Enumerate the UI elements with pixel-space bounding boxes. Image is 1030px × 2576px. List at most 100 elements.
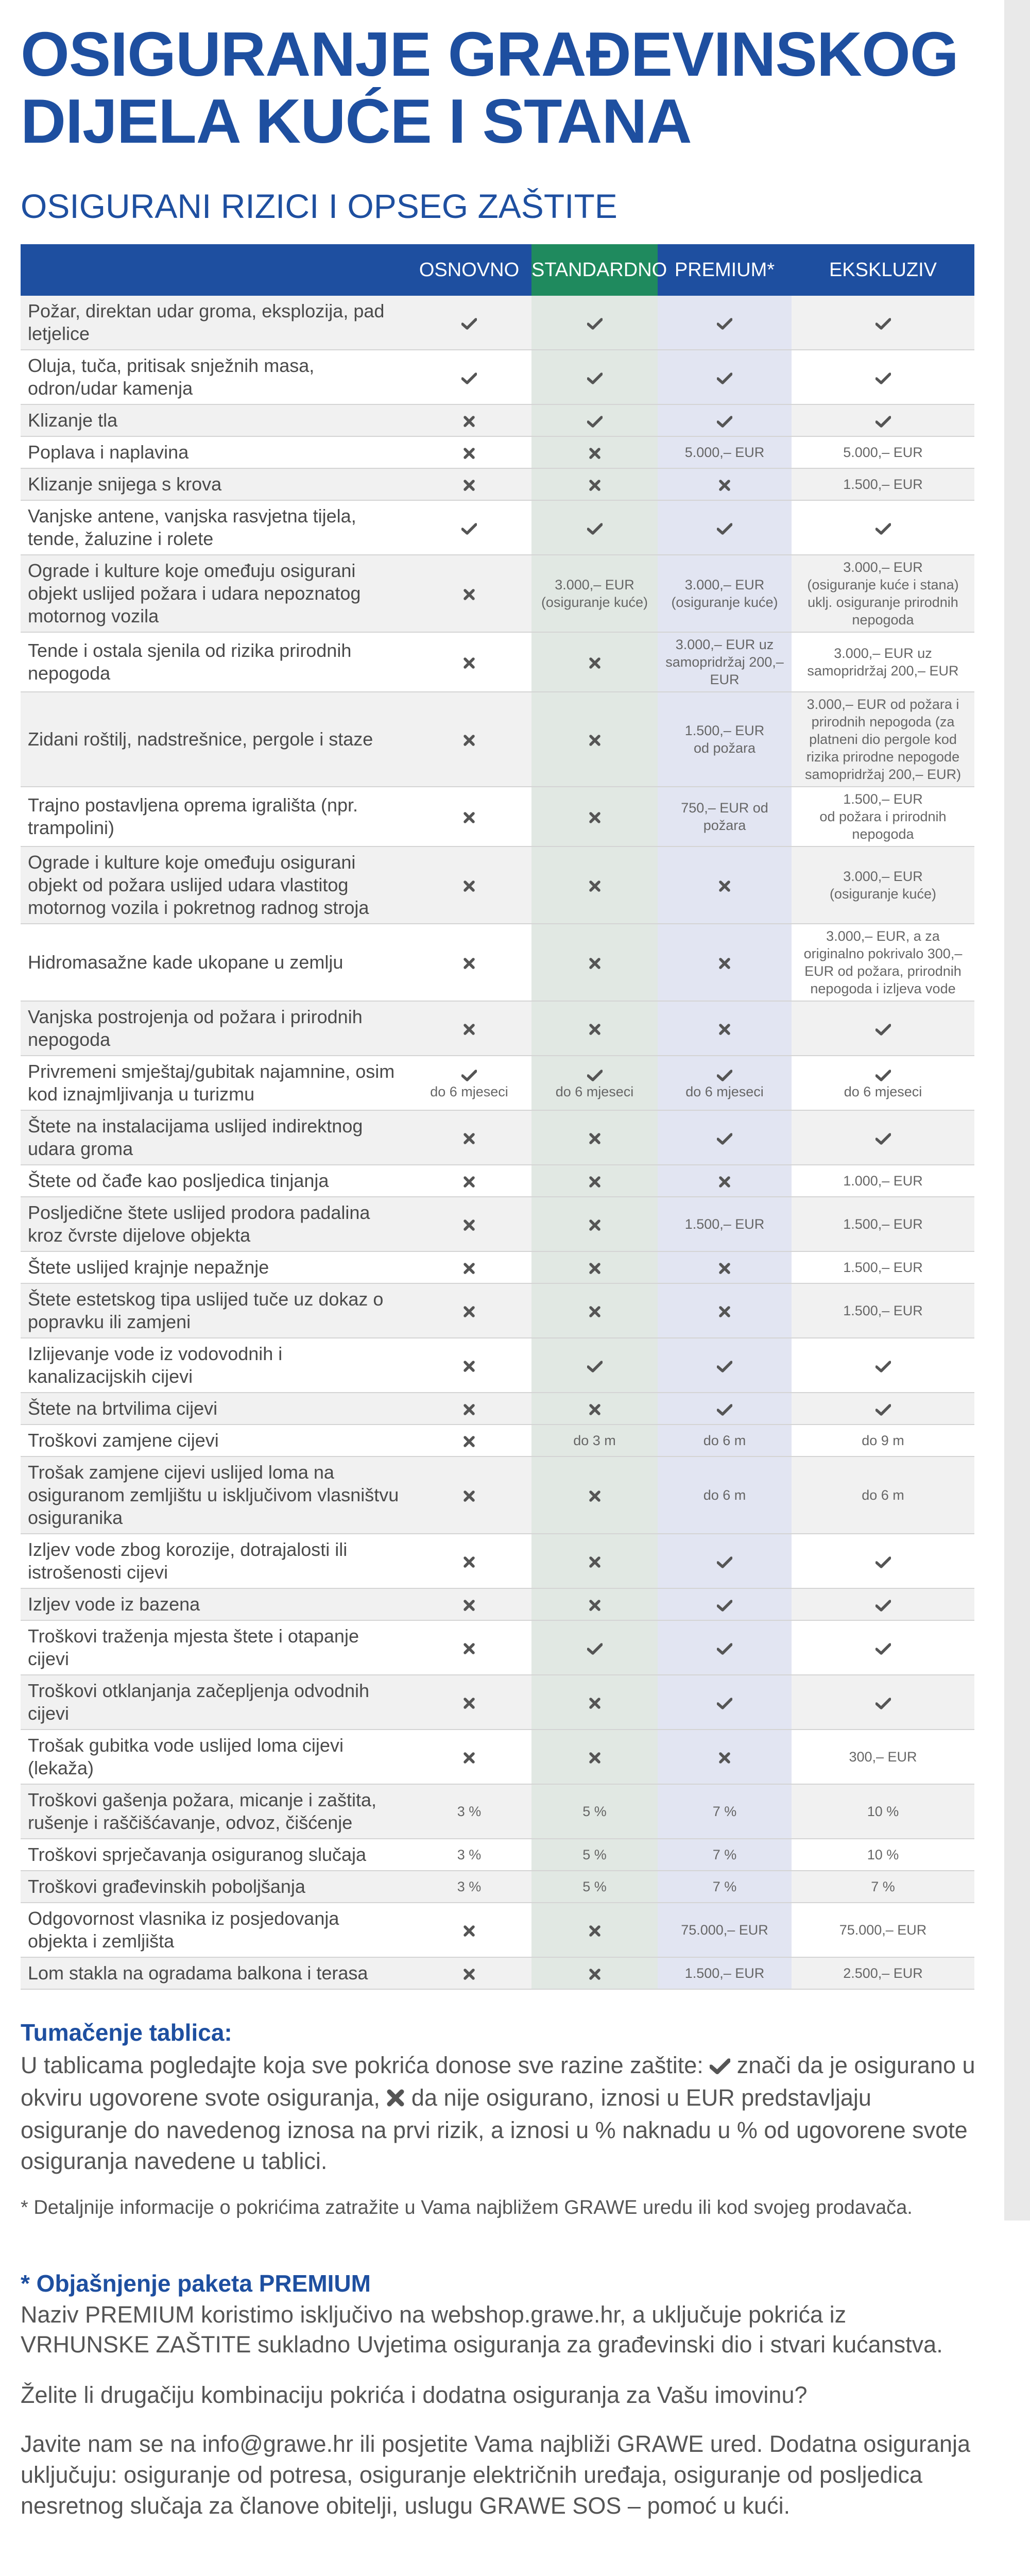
risk-label: Privremeni smještaj/gubitak najamnine, o… (21, 1056, 407, 1111)
cross-icon (463, 1490, 475, 1502)
cell-standardno (531, 468, 658, 501)
cell-standardno (531, 1957, 658, 1990)
cross-icon (463, 811, 475, 824)
risk-label: Odgovornost vlasnika iz posjedovanja obj… (21, 1903, 407, 1958)
cell-standardno: do 3 m (531, 1425, 658, 1457)
check-icon (717, 1069, 732, 1081)
cell-standardno (531, 1165, 658, 1197)
cross-icon (463, 1023, 475, 1036)
cell-premium (658, 404, 792, 437)
table-row: Vanjske antene, vanjska rasvjetna tijela… (21, 500, 974, 555)
cross-icon (463, 447, 475, 460)
cell-premium: 1.500,– EUR (658, 1957, 792, 1990)
cell-standardno (531, 436, 658, 469)
table-row: Oluja, tuča, pritisak snježnih masa, odr… (21, 350, 974, 405)
table-row: Zidani roštilj, nadstrešnice, pergole i … (21, 692, 974, 787)
table-row: Štete na brtvilima cijevi (21, 1393, 974, 1425)
check-icon (587, 372, 603, 384)
cell-note: od požara i prirodnih nepogoda (819, 809, 947, 842)
risk-label: Poplava i naplavina (21, 436, 407, 469)
risk-label: Požar, direktan udar groma, eksplozija, … (21, 296, 407, 350)
table-row: Troškovi traženja mjesta štete i otapanj… (21, 1620, 974, 1675)
cell-ekskluziv: 5.000,– EUR (792, 436, 974, 469)
cell-value: do 6 m (862, 1487, 904, 1503)
cross-icon (718, 479, 731, 492)
check-icon (587, 522, 603, 535)
cell-value: 3.000,– EUR (684, 577, 765, 592)
cross-icon (589, 1132, 601, 1145)
cross-icon (718, 880, 731, 892)
cell-premium (658, 1001, 792, 1056)
table-row: Ograde i kulture koje omeđuju osigurani … (21, 555, 974, 633)
cell-value: 1.500,– EUR (684, 1216, 765, 1232)
cell-note: do 6 mjeseci (844, 1084, 922, 1099)
risk-label: Troškovi građevinskih poboljšanja (21, 1871, 407, 1903)
cell-value: 75.000,– EUR (681, 1922, 768, 1938)
cell-osnovno (407, 1675, 531, 1730)
cell-standardno (531, 1197, 658, 1252)
cell-ekskluziv (792, 1001, 974, 1056)
cell-ekskluziv: 1.500,– EUR (792, 1251, 974, 1284)
cross-icon (589, 1176, 601, 1188)
cross-icon (463, 880, 475, 892)
cell-value: 750,– EUR od požara (681, 800, 768, 833)
cross-icon (463, 734, 475, 747)
cross-icon (589, 1219, 601, 1231)
cell-premium (658, 1283, 792, 1338)
cell-premium (658, 1730, 792, 1785)
cross-icon (589, 1968, 601, 1980)
cell-osnovno: 3 % (407, 1784, 531, 1839)
cell-premium (658, 1251, 792, 1284)
table-body: Požar, direktan udar groma, eksplozija, … (21, 296, 974, 1990)
cell-osnovno (407, 1425, 531, 1457)
cross-icon (463, 479, 475, 492)
cell-premium: 1.500,– EUR od požara (658, 692, 792, 787)
cell-value: 3.000,– EUR (843, 560, 923, 575)
check-icon (875, 1697, 891, 1709)
cell-standardno (531, 846, 658, 924)
page-scrollbar[interactable] (1004, 0, 1030, 2221)
cell-osnovno (407, 1197, 531, 1252)
cell-premium (658, 846, 792, 924)
page-content: OSIGURANJE GRAĐEVINSKOG DIJELA KUĆE I ST… (21, 21, 978, 2521)
risk-label: Vanjska postrojenja od požara i prirodni… (21, 1001, 407, 1056)
cross-icon (589, 1697, 601, 1709)
cell-ekskluziv: 3.000,– EUR uz samopridržaj 200,– EUR (792, 632, 974, 692)
cell-value: 1.000,– EUR (843, 1173, 923, 1189)
cell-standardno (531, 632, 658, 692)
check-icon (875, 522, 891, 535)
risk-label: Trošak zamjene cijevi uslijed loma na os… (21, 1456, 407, 1534)
cell-value: 75.000,– EUR (839, 1922, 927, 1938)
cross-icon (718, 957, 731, 970)
cell-ekskluziv: 3.000,– EUR, a za originalno pokrivalo 3… (792, 924, 974, 1002)
check-icon (717, 522, 732, 535)
legend-note: * Detaljnije informacije o pokrićima zat… (21, 2197, 913, 2219)
cell-ekskluziv (792, 350, 974, 405)
table-row: Troškovi gašenja požara, micanje i zašti… (21, 1784, 974, 1839)
risk-label: Troškovi traženja mjesta štete i otapanj… (21, 1620, 407, 1675)
cell-osnovno (407, 350, 531, 405)
risk-label: Trajno postavljena oprema igrališta (npr… (21, 787, 407, 847)
risk-label: Štete na brtvilima cijevi (21, 1393, 407, 1425)
table-row: Privremeni smještaj/gubitak najamnine, o… (21, 1056, 974, 1111)
title-line-1: OSIGURANJE GRAĐEVINSKOG (21, 19, 959, 89)
cross-icon (589, 1752, 601, 1764)
cross-icon (463, 1599, 475, 1612)
premium-text: Naziv PREMIUM koristimo isključivo na we… (21, 2301, 943, 2358)
cell-value: 1.500,– EUR (843, 477, 923, 492)
legend-section: Tumačenje tablica: U tablicama pogledajt… (21, 2018, 978, 2220)
cell-ekskluziv: 1.500,– EUR (792, 468, 974, 501)
cross-icon (589, 1925, 601, 1937)
table-row: Klizanje snijega s krova 1.500,– EUR (21, 468, 974, 501)
table-row: Trajno postavljena oprema igrališta (npr… (21, 787, 974, 847)
cell-standardno (531, 350, 658, 405)
cell-standardno (531, 1534, 658, 1589)
cross-icon (463, 1360, 475, 1372)
cell-premium (658, 350, 792, 405)
cell-note: (osiguranje kuće) (671, 595, 778, 610)
cross-icon (718, 1306, 731, 1318)
cell-osnovno (407, 1456, 531, 1534)
cell-value: 3 % (457, 1879, 482, 1894)
cross-icon (463, 1925, 475, 1937)
cell-value: 7 % (712, 1804, 737, 1819)
